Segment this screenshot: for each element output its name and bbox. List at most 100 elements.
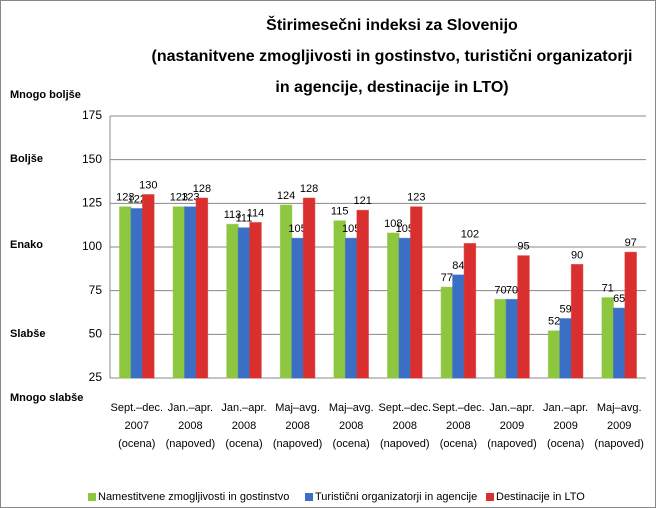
value-label: 121 bbox=[354, 195, 372, 207]
x-tick-label: (ocena) bbox=[118, 438, 155, 450]
x-tick-label: Maj–avg. bbox=[597, 402, 642, 414]
legend-label: Turistični organizatorji in agencije bbox=[315, 491, 477, 503]
bar bbox=[142, 194, 155, 379]
legend-swatch bbox=[486, 493, 494, 501]
y-annotation: Boljše bbox=[10, 153, 43, 165]
bar bbox=[237, 227, 251, 379]
y-annotation: Slabše bbox=[10, 328, 45, 340]
x-tick-label: (napoved) bbox=[273, 438, 323, 450]
bar bbox=[494, 298, 507, 379]
x-tick-label: 2008 bbox=[339, 420, 363, 432]
bar bbox=[624, 251, 637, 379]
bar bbox=[356, 209, 369, 379]
value-label: 97 bbox=[625, 237, 637, 249]
bar bbox=[249, 222, 262, 379]
value-label: 77 bbox=[441, 272, 453, 284]
value-label: 123 bbox=[116, 192, 134, 204]
x-tick-label: 2009 bbox=[553, 420, 577, 432]
x-tick-label: (napoved) bbox=[380, 438, 430, 450]
x-tick-label: (ocena) bbox=[333, 438, 370, 450]
bar bbox=[398, 237, 412, 379]
x-tick-label: (napoved) bbox=[594, 438, 644, 450]
bar bbox=[452, 274, 465, 379]
bar bbox=[302, 197, 316, 379]
chart-title: in agencije, destinacije in LTO) bbox=[275, 79, 508, 96]
x-tick-label: Jan.–apr. bbox=[168, 402, 213, 414]
bar bbox=[505, 298, 519, 379]
value-label: 105 bbox=[288, 223, 306, 235]
x-tick-label: 2008 bbox=[178, 420, 202, 432]
y-tick-label: 25 bbox=[89, 370, 103, 384]
x-tick-label: (napoved) bbox=[166, 438, 216, 450]
bar bbox=[226, 223, 239, 379]
x-tick-label: Jan.–apr. bbox=[221, 402, 266, 414]
value-label: 113 bbox=[224, 209, 242, 221]
bar bbox=[410, 206, 423, 379]
value-label: 111 bbox=[236, 213, 253, 225]
bar bbox=[333, 220, 346, 379]
legend-label: Destinacije in LTO bbox=[496, 491, 585, 503]
value-label: 95 bbox=[517, 241, 529, 253]
value-label: 108 bbox=[384, 218, 402, 230]
value-label: 52 bbox=[548, 316, 560, 328]
legend-label: Namestitvene zmogljivosti in gostinstvo bbox=[98, 491, 289, 503]
x-tick-label: Sept.–dec. bbox=[432, 402, 485, 414]
x-tick-label: 2008 bbox=[446, 420, 470, 432]
bar bbox=[172, 206, 186, 379]
x-tick-label: Sept.–dec. bbox=[379, 402, 432, 414]
bar bbox=[559, 318, 572, 379]
x-tick-label: Jan.–apr. bbox=[543, 402, 588, 414]
x-tick-label: (ocena) bbox=[547, 438, 584, 450]
x-tick-label: Maj–avg. bbox=[275, 402, 320, 414]
bar bbox=[570, 263, 584, 379]
legend-swatch bbox=[88, 493, 96, 501]
y-tick-label: 175 bbox=[82, 108, 102, 122]
value-label: 90 bbox=[571, 249, 583, 261]
value-label: 105 bbox=[396, 223, 414, 235]
y-tick-label: 150 bbox=[82, 152, 102, 166]
value-label: 128 bbox=[193, 183, 211, 195]
y-annotation: Mnogo slabše bbox=[10, 392, 83, 404]
value-label: 130 bbox=[139, 180, 157, 192]
value-label: 65 bbox=[613, 293, 625, 305]
bar bbox=[547, 330, 561, 379]
value-label: 84 bbox=[452, 260, 464, 272]
bar bbox=[601, 297, 614, 379]
value-label: 123 bbox=[170, 192, 188, 204]
value-label: 114 bbox=[247, 207, 265, 219]
value-label: 71 bbox=[602, 283, 614, 295]
value-label: 124 bbox=[277, 190, 295, 202]
value-label: 122 bbox=[128, 193, 146, 205]
bar bbox=[612, 307, 626, 379]
value-label: 123 bbox=[407, 192, 425, 204]
x-tick-label: Sept.–dec. bbox=[111, 402, 164, 414]
value-label: 105 bbox=[342, 223, 360, 235]
x-tick-label: 2009 bbox=[607, 420, 631, 432]
x-tick-label: (ocena) bbox=[225, 438, 262, 450]
legend-swatch bbox=[305, 493, 313, 501]
value-label: 128 bbox=[300, 183, 318, 195]
chart-title: (nastanitvene zmogljivosti in gostinstvo… bbox=[152, 48, 633, 65]
y-tick-label: 50 bbox=[89, 327, 103, 341]
bar bbox=[119, 206, 132, 379]
value-label: 70 bbox=[506, 284, 518, 296]
x-tick-label: Maj–avg. bbox=[329, 402, 374, 414]
value-label: 123 bbox=[181, 192, 199, 204]
bar bbox=[344, 237, 358, 379]
bar bbox=[517, 255, 530, 379]
value-label: 102 bbox=[461, 228, 479, 240]
x-tick-label: 2008 bbox=[393, 420, 417, 432]
value-label: 115 bbox=[331, 206, 349, 218]
bar bbox=[463, 243, 477, 379]
value-label: 59 bbox=[559, 304, 571, 316]
x-tick-label: 2007 bbox=[125, 420, 149, 432]
y-tick-label: 125 bbox=[82, 196, 102, 210]
value-label: 70 bbox=[494, 284, 506, 296]
x-tick-label: (ocena) bbox=[440, 438, 477, 450]
x-tick-label: 2009 bbox=[500, 420, 524, 432]
bar bbox=[387, 232, 400, 379]
y-tick-label: 75 bbox=[89, 283, 103, 297]
y-annotation: Enako bbox=[10, 239, 43, 251]
bar bbox=[130, 208, 144, 379]
chart-title: Štirimesečni indeksi za Slovenijo bbox=[266, 15, 518, 34]
